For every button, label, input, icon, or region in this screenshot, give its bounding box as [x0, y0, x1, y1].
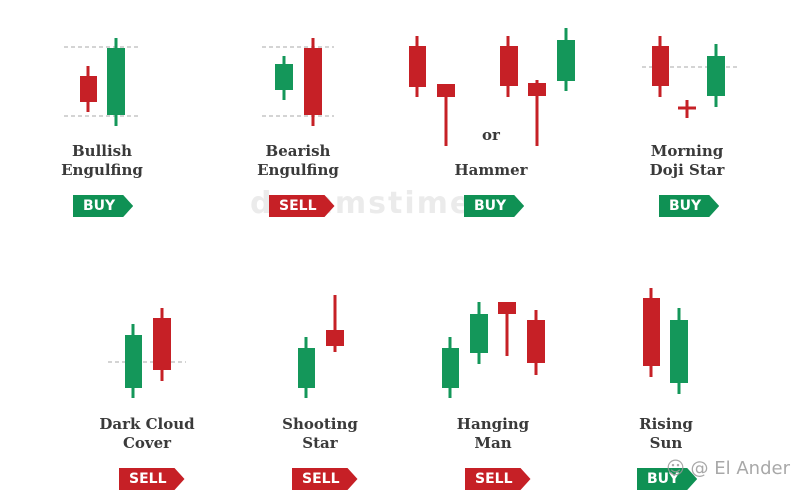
- candle-red: [304, 38, 322, 126]
- pattern-label-shooting-star: Shooting Star: [240, 415, 400, 453]
- candle-green: [557, 28, 575, 91]
- candle-red: [409, 36, 426, 97]
- candle-red: [500, 36, 518, 97]
- pattern-label-bearish-engulfing: Bearish Engulfing: [218, 142, 378, 180]
- buy-tag: BUY: [464, 195, 524, 217]
- sell-tag: SELL: [292, 468, 358, 490]
- label-line: Cover: [122, 434, 172, 452]
- hanging-man-candle-red: [498, 302, 516, 356]
- candle-green: [442, 337, 459, 398]
- candle-red: [153, 308, 171, 381]
- candle-red: [80, 66, 97, 112]
- candle-green: [107, 38, 125, 126]
- author-watermark: ☺ @ El Ander: [666, 458, 790, 479]
- doji-cross: [678, 100, 696, 118]
- shooting-star-candle-red: [326, 295, 344, 352]
- label-line: Shooting: [282, 415, 358, 433]
- label-line: Engulfing: [61, 161, 143, 179]
- or-text: or: [482, 126, 500, 144]
- sell-tag: SELL: [269, 195, 335, 217]
- candle-red: [527, 310, 545, 375]
- label-line: Dark Cloud: [99, 415, 195, 433]
- pattern-label-hanging-man: Hanging Man: [413, 415, 573, 453]
- buy-tag: BUY: [659, 195, 719, 217]
- label-line: Rising: [639, 415, 693, 433]
- candle-green: [298, 337, 315, 398]
- pattern-label-rising-sun: Rising Sun: [586, 415, 746, 453]
- candle-green: [670, 308, 688, 394]
- candle-green: [125, 324, 142, 398]
- label-line: Sun: [649, 434, 683, 452]
- label-line: Engulfing: [257, 161, 339, 179]
- pattern-label-bullish-engulfing: Bullish Engulfing: [22, 142, 182, 180]
- label-line: Morning: [650, 142, 724, 160]
- pattern-label-morning-doji-star: Morning Doji Star: [607, 142, 767, 180]
- candle-red: [652, 36, 669, 97]
- sell-tag: SELL: [119, 468, 185, 490]
- label-line: Hammer: [454, 161, 528, 179]
- candle-red: [643, 288, 660, 377]
- label-line: Star: [302, 434, 338, 452]
- label-line: Man: [474, 434, 512, 452]
- label-line: Hanging: [456, 415, 530, 433]
- pattern-label-hammer: Hammer: [411, 161, 571, 180]
- label-line: Doji Star: [649, 161, 725, 179]
- buy-tag: BUY: [637, 468, 697, 490]
- candle-green: [470, 302, 488, 364]
- sell-tag: SELL: [465, 468, 531, 490]
- pattern-label-dark-cloud-cover: Dark Cloud Cover: [67, 415, 227, 453]
- hammer-candle-red: [437, 84, 455, 146]
- candle-green: [707, 44, 725, 107]
- label-line: Bullish: [71, 142, 133, 160]
- label-line: Bearish: [265, 142, 331, 160]
- candle-green: [275, 56, 293, 100]
- hammer-candle-red: [528, 80, 546, 146]
- buy-tag: BUY: [73, 195, 133, 217]
